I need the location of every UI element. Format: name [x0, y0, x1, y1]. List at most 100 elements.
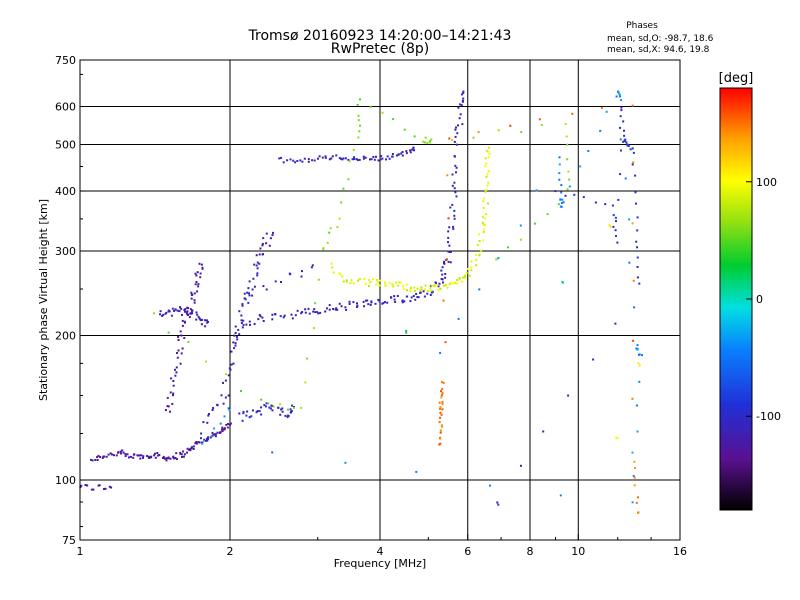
data-point — [291, 317, 294, 320]
data-point — [386, 155, 389, 158]
data-point — [271, 451, 274, 454]
data-point — [484, 190, 487, 193]
data-point — [246, 410, 249, 413]
data-point — [164, 409, 167, 411]
data-point — [401, 285, 404, 288]
data-point — [169, 457, 172, 460]
data-point — [184, 310, 186, 313]
data-point — [487, 181, 490, 184]
data-point — [304, 311, 307, 314]
data-point — [324, 155, 327, 158]
data-point — [261, 242, 264, 245]
data-point — [420, 288, 423, 291]
colorbar-ticks: 100 0 -100 — [746, 176, 781, 423]
data-point — [356, 159, 359, 162]
data-point — [197, 285, 200, 288]
data-point — [558, 163, 561, 166]
data-point — [453, 187, 456, 190]
data-point — [454, 164, 457, 167]
data-point — [241, 419, 244, 422]
data-point — [445, 284, 448, 286]
data-point — [257, 318, 260, 321]
data-point — [635, 202, 637, 205]
data-point — [251, 294, 254, 297]
data-point — [342, 187, 345, 190]
data-point — [454, 282, 457, 284]
data-point — [238, 333, 241, 336]
data-point — [165, 459, 168, 462]
data-point — [311, 264, 314, 267]
data-point — [349, 281, 352, 284]
data-point — [483, 197, 486, 200]
data-point — [357, 119, 360, 122]
colorbar-tick-label: 0 — [756, 293, 763, 306]
data-point — [178, 310, 181, 313]
data-point — [167, 331, 170, 334]
data-point — [614, 229, 617, 232]
data-point — [633, 460, 636, 463]
data-point — [566, 143, 569, 146]
data-point — [620, 109, 623, 112]
data-point — [440, 394, 443, 397]
data-point — [326, 241, 329, 244]
data-point — [179, 330, 182, 333]
data-point — [340, 305, 343, 308]
data-point — [260, 398, 263, 401]
data-point — [211, 409, 214, 411]
data-point — [205, 360, 207, 363]
data-point — [182, 455, 185, 458]
data-point — [222, 402, 225, 405]
data-point — [172, 456, 175, 459]
data-point — [401, 301, 404, 304]
data-point — [206, 319, 208, 322]
data-point — [632, 339, 635, 342]
data-point — [617, 92, 620, 95]
data-point — [377, 281, 379, 284]
data-point — [458, 277, 461, 280]
data-point — [287, 414, 290, 417]
data-point — [462, 97, 465, 100]
data-point — [478, 240, 481, 242]
data-point — [274, 313, 277, 316]
data-point — [633, 484, 636, 487]
data-point — [439, 287, 442, 290]
data-point — [163, 457, 166, 460]
data-point — [450, 250, 452, 253]
data-point — [230, 363, 233, 366]
data-point — [448, 251, 451, 253]
grid-lines — [80, 60, 680, 540]
data-point — [234, 344, 237, 347]
x-axis-label: Frequency [MHz] — [334, 557, 426, 570]
data-point — [451, 282, 454, 285]
data-point — [415, 293, 418, 295]
data-point — [238, 310, 241, 313]
data-point — [234, 331, 237, 334]
data-point — [370, 301, 373, 304]
data-point — [434, 281, 437, 284]
data-point — [189, 312, 192, 315]
data-point — [554, 190, 557, 193]
data-point — [633, 306, 636, 309]
data-point — [159, 313, 162, 316]
data-point — [477, 131, 480, 134]
data-point — [232, 362, 235, 365]
data-point — [447, 260, 450, 263]
data-point — [447, 250, 450, 253]
data-point — [194, 272, 197, 275]
data-point — [317, 312, 320, 315]
data-point — [313, 327, 315, 330]
data-point — [248, 294, 251, 297]
data-point — [322, 248, 325, 251]
data-point — [222, 381, 224, 384]
data-point — [335, 154, 338, 157]
data-point — [438, 401, 441, 404]
data-point — [461, 100, 464, 103]
data-point — [370, 158, 373, 161]
data-point — [200, 437, 202, 440]
data-point — [485, 189, 488, 192]
data-point — [336, 226, 339, 229]
data-point — [348, 160, 351, 163]
data-point — [245, 323, 248, 326]
data-point — [332, 271, 335, 274]
data-point — [259, 247, 262, 250]
